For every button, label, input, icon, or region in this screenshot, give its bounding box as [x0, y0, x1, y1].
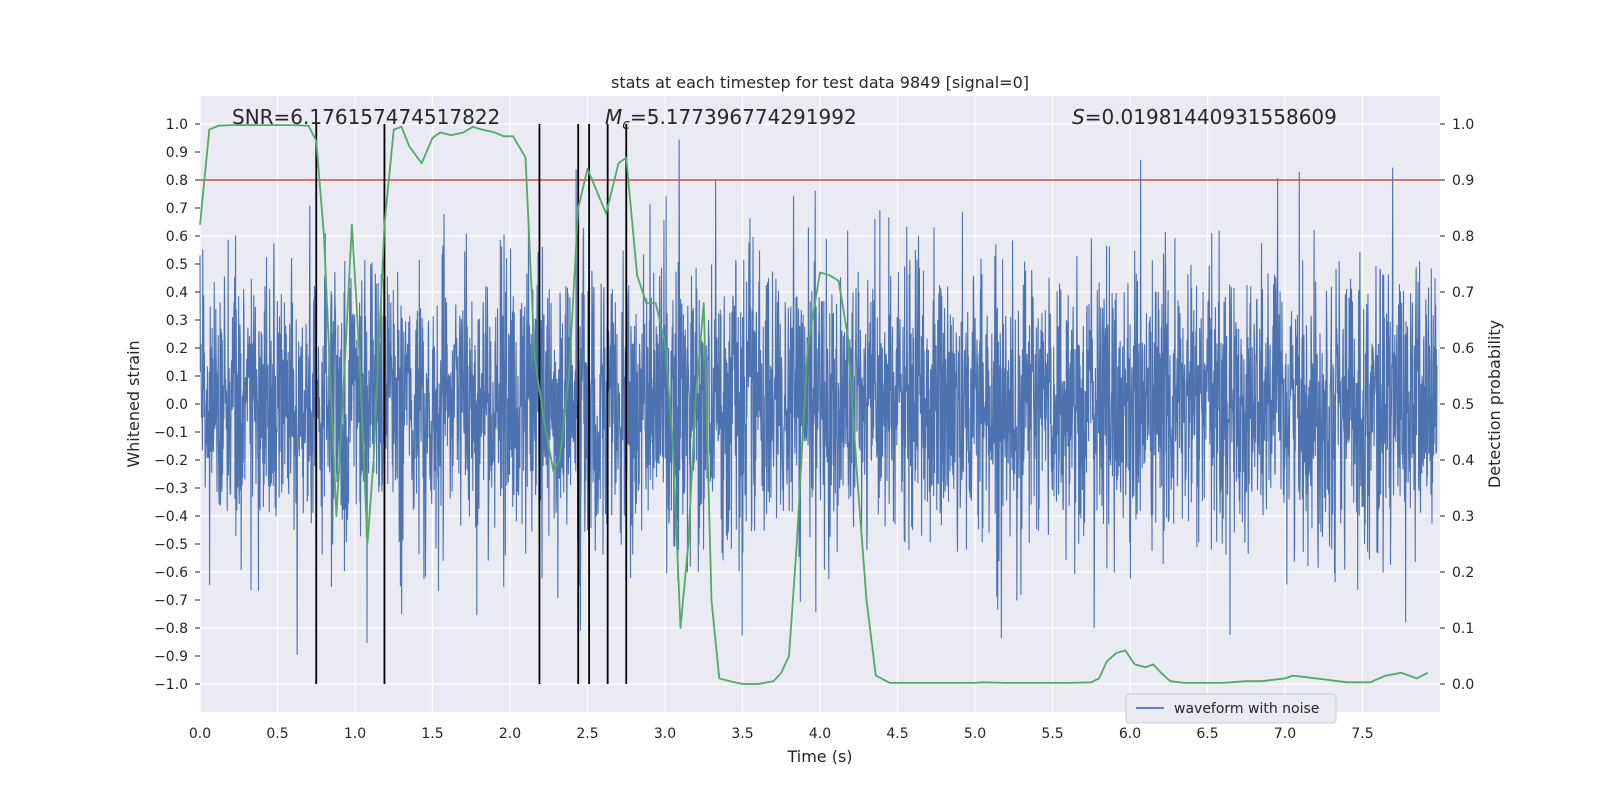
y-left-tick-label: −0.8 [154, 621, 188, 637]
x-axis-label: Time (s) [786, 747, 852, 766]
y-right-tick-label: 0.0 [1452, 677, 1474, 693]
x-tick-label: 5.0 [964, 726, 986, 742]
y-left-axis-ticks: 1.0 0.9 0.8 0.7 0.6 0.5 0.4 0.3 0.2 0.1 0.0 −0.1 −0.… [154, 117, 200, 693]
chirp-mass-annotation: Mc=5.177396774291992 [605, 105, 857, 133]
y-left-tick-label: −0.7 [154, 593, 188, 609]
vertical-lines [315, 124, 628, 684]
y-left-tick-label: −0.2 [154, 453, 188, 469]
waveform-with-noise-series [199, 139, 1438, 655]
y-right-tick-label: 0.4 [1452, 453, 1474, 469]
detection-probability-line [199, 124, 1429, 685]
y-left-tick-label: 1.0 [166, 117, 188, 133]
y-right-tick-label: 0.5 [1452, 397, 1474, 413]
x-tick-label: 6.0 [1119, 726, 1141, 742]
x-tick-label: 1.0 [344, 726, 366, 742]
y-right-tick-label: 0.3 [1452, 509, 1474, 525]
y-right-axis-ticks: 1.0 0.9 0.8 0.7 0.6 0.5 0.4 0.3 0.2 0.1 0.0 [1440, 117, 1474, 693]
y-left-tick-label: −0.1 [154, 425, 188, 441]
mc-value: =5.177396774291992 [630, 105, 857, 129]
y-left-tick-label: −0.5 [154, 537, 188, 553]
y-left-tick-label: −0.6 [154, 565, 188, 581]
x-tick-label: 3.5 [731, 726, 753, 742]
y-left-tick-label: −0.3 [154, 481, 188, 497]
legend-box [1125, 693, 1337, 724]
mc-symbol: M [605, 105, 622, 129]
x-tick-label: 1.5 [421, 726, 443, 742]
y-right-tick-label: 0.7 [1452, 285, 1474, 301]
x-tick-label: 7.0 [1274, 726, 1296, 742]
x-tick-label: 2.5 [576, 726, 598, 742]
y-left-tick-label: 0.9 [166, 145, 188, 161]
y-right-tick-label: 0.8 [1452, 229, 1474, 245]
waveform-with-noise-line [199, 139, 1438, 655]
x-tick-label: 0.5 [266, 726, 288, 742]
y-left-tick-label: 0.2 [166, 341, 188, 357]
x-tick-label: 4.5 [886, 726, 908, 742]
x-tick-label: 7.5 [1351, 726, 1373, 742]
s-value: =0.01981440931558609 [1085, 105, 1337, 129]
snr-annotation: SNR=6.176157474517822 [232, 105, 500, 129]
y-left-tick-label: 0.1 [166, 369, 188, 385]
y-left-tick-label: 0.8 [166, 173, 188, 189]
x-axis-ticks: 0.0 0.5 1.0 1.5 2.0 2.5 3.0 3.5 4.0 4.5 5.0 5.5 6.0 6… [189, 726, 1374, 742]
legend-label-waveform: waveform with noise [1174, 701, 1319, 717]
y-right-tick-label: 0.6 [1452, 341, 1474, 357]
s-annotation: S=0.01981440931558609 [1072, 105, 1337, 129]
chart-title: stats at each timestep for test data 984… [611, 73, 1029, 92]
y-left-tick-label: 0.0 [166, 397, 188, 413]
y-left-tick-label: 0.7 [166, 201, 188, 217]
y-left-tick-label: −0.4 [154, 509, 188, 525]
y-left-tick-label: 0.3 [166, 313, 188, 329]
mc-subscript: c [622, 117, 630, 133]
detection-probability-series [199, 124, 1429, 685]
y-right-tick-label: 0.1 [1452, 621, 1474, 637]
y-left-tick-label: 0.4 [166, 285, 188, 301]
legend: waveform with noise [1125, 693, 1337, 724]
x-tick-label: 4.0 [809, 726, 831, 742]
x-tick-label: 5.5 [1041, 726, 1063, 742]
y-left-tick-label: −1.0 [154, 677, 188, 693]
x-tick-label: 2.0 [499, 726, 521, 742]
y-right-axis-label: Detection probability [1485, 320, 1504, 488]
s-symbol: S [1072, 105, 1085, 129]
y-right-tick-label: 1.0 [1452, 117, 1474, 133]
y-left-tick-label: 0.5 [166, 257, 188, 273]
y-right-tick-label: 0.9 [1452, 173, 1474, 189]
x-tick-label: 0.0 [189, 726, 211, 742]
y-left-tick-label: −0.9 [154, 649, 188, 665]
y-left-axis-label: Whitened strain [124, 340, 143, 467]
x-tick-label: 3.0 [654, 726, 676, 742]
y-right-tick-label: 0.2 [1452, 565, 1474, 581]
x-tick-label: 6.5 [1196, 726, 1218, 742]
y-left-tick-label: 0.6 [166, 229, 188, 245]
